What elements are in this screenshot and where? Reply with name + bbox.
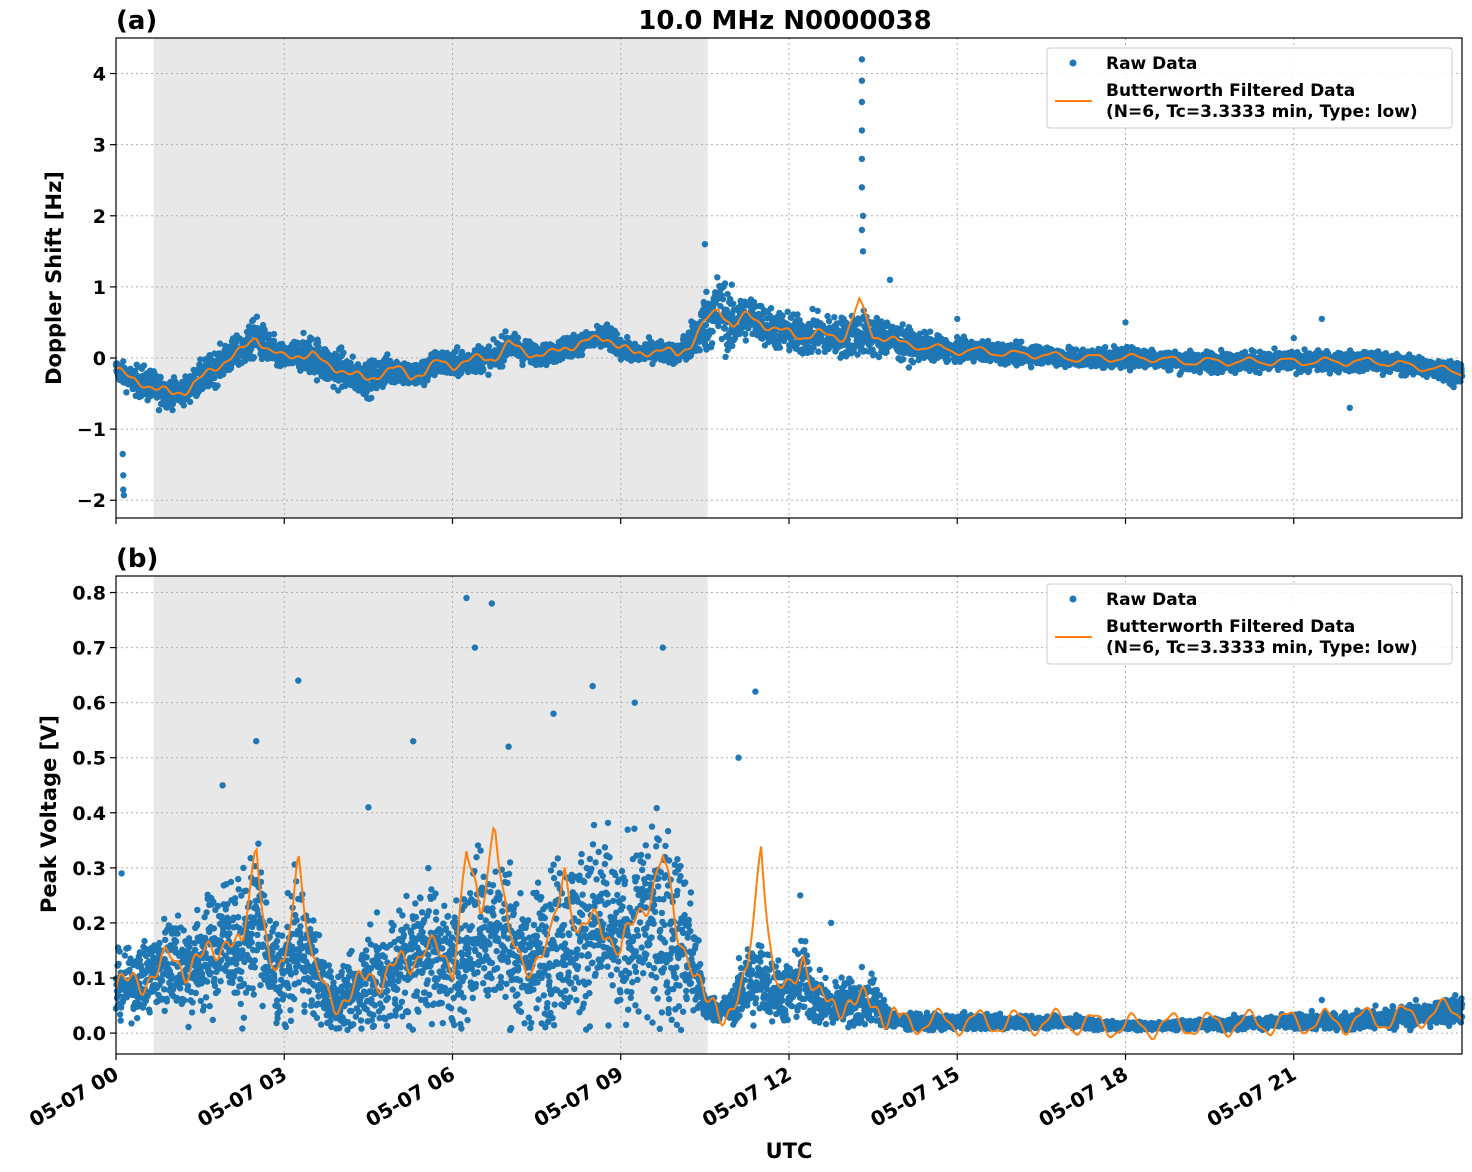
raw-point [945,357,952,364]
raw-point [719,296,727,303]
raw-point [794,311,801,318]
raw-point [211,374,218,382]
raw-point [708,340,716,347]
raw-point [502,328,509,335]
raw-point [270,330,278,338]
raw-point [1177,369,1185,376]
raw-point [624,333,631,341]
raw-point [300,329,307,337]
raw-point [722,353,729,361]
raw-point [120,358,127,365]
raw-point [250,354,257,361]
raw-point [197,356,204,363]
raw-point [214,382,221,389]
raw-point [767,305,775,312]
raw-point [261,326,268,333]
raw-point [315,343,322,351]
raw-point [349,353,356,360]
raw-point [384,351,391,358]
raw-point [169,400,177,408]
raw-point [825,317,833,325]
raw-point [180,402,187,409]
raw-point [721,325,729,332]
raw-point [900,356,907,363]
raw-point [578,351,586,358]
raw-point [831,314,838,321]
raw-point [729,342,736,349]
panel-a-shade [153,38,708,518]
raw-point [186,398,194,405]
raw-point [1102,344,1109,351]
raw-point [1027,364,1035,371]
raw-point [1251,348,1258,356]
raw-point [140,362,148,369]
raw-point [899,321,906,328]
raw-point [266,331,273,338]
raw-point [742,330,749,338]
raw-point [485,371,492,378]
raw-point [514,334,522,341]
raw-point [613,330,620,338]
raw-point [702,321,710,329]
raw-point [779,312,786,319]
raw-point [728,281,735,288]
raw-point [703,288,710,295]
raw-point [342,382,349,389]
raw-point [480,367,487,374]
raw-point [909,359,917,366]
raw-point [454,344,461,351]
raw-point [721,280,729,287]
raw-point [776,344,784,351]
raw-point [784,308,791,315]
raw-point [1271,345,1278,352]
figure-title: 10.0 MHz N0000038 [638,6,931,36]
raw-point [253,313,261,320]
raw-point [155,407,163,414]
raw-point [1018,338,1025,345]
raw-point [742,337,749,344]
raw-point [926,328,934,335]
raw-point [730,300,737,307]
raw-point [340,349,347,356]
raw-point [696,347,703,354]
raw-point [157,373,164,381]
raw-point [308,335,315,343]
raw-point [169,406,176,414]
raw-point [270,337,278,345]
raw-point [905,364,913,371]
raw-point [172,378,179,386]
raw-point [814,307,821,315]
raw-point [499,363,506,370]
raw-point [248,345,255,353]
raw-point [216,340,224,347]
raw-point [123,389,130,396]
raw-point [709,328,716,335]
raw-point [368,394,375,402]
raw-point [714,274,721,281]
raw-point [815,348,822,355]
raw-point [313,377,321,384]
